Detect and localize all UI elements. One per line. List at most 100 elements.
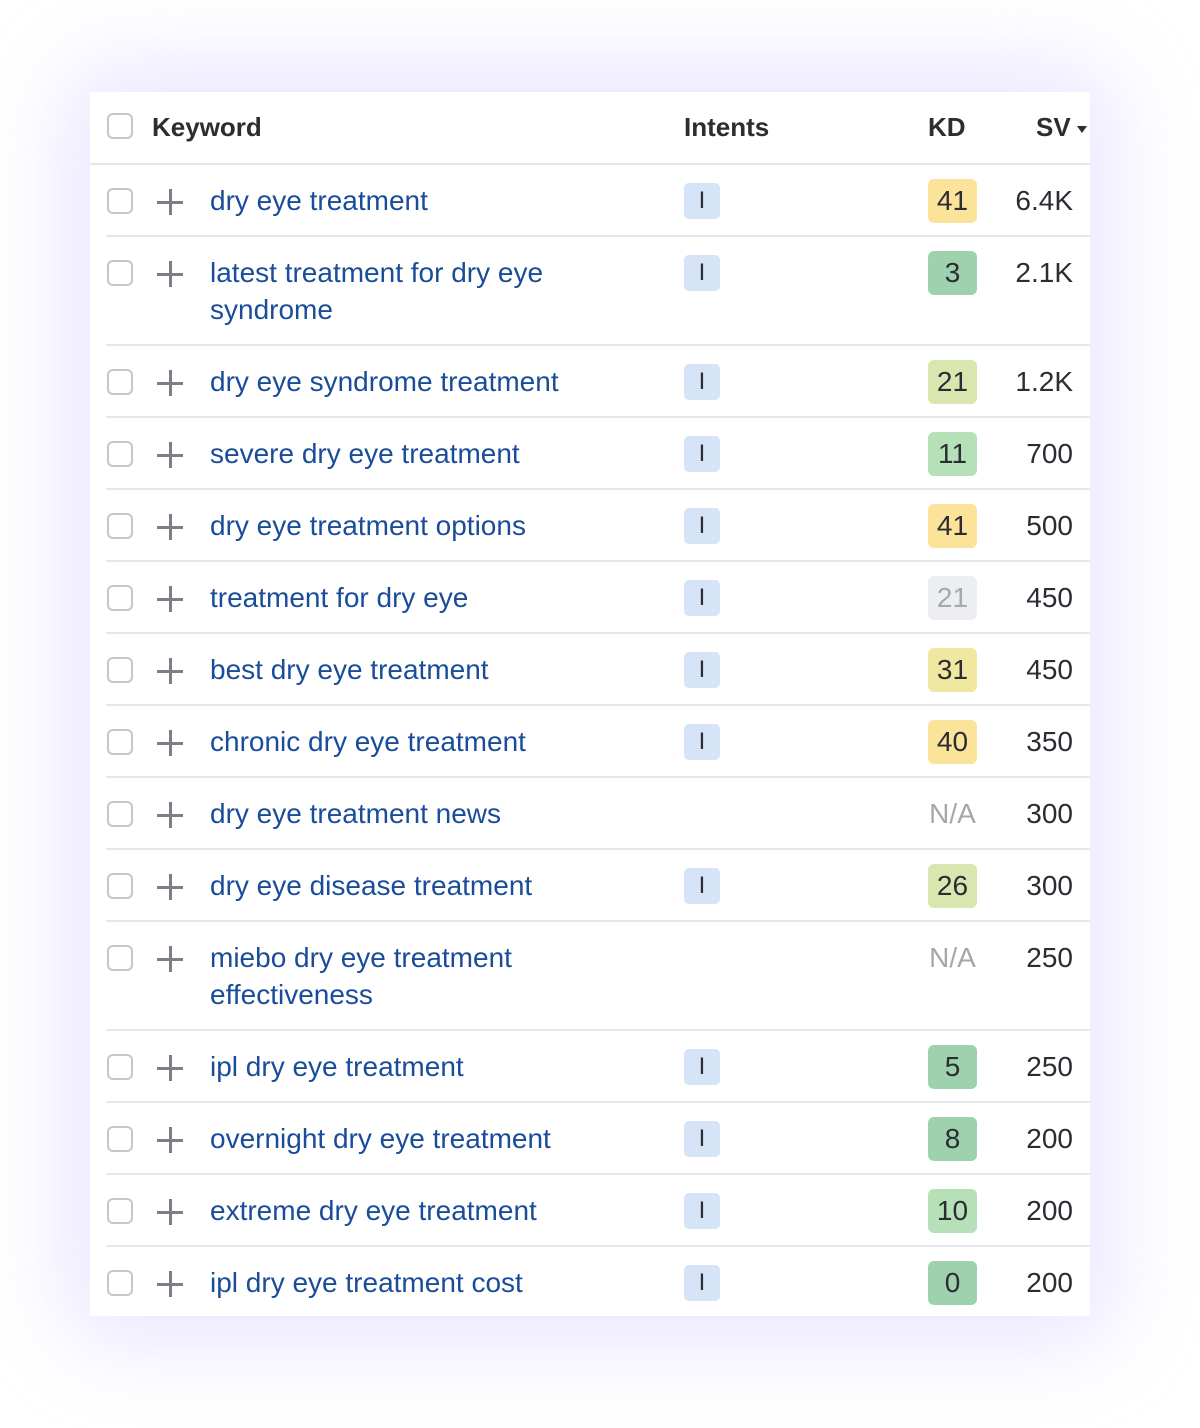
intent-badge: I [684,436,720,472]
row-checkbox[interactable] [107,729,133,755]
row-checkbox[interactable] [107,801,133,827]
keyword-column-header[interactable]: Keyword [152,112,262,142]
table-body: dry eye treatment I 41 6.4K latest treatment… [90,165,1090,1316]
intent-badge: I [684,1121,720,1157]
keyword-link[interactable]: dry eye treatment options [210,510,526,541]
row-checkbox[interactable] [107,1126,133,1152]
table-row: dry eye disease treatment I 26 300 [106,850,1090,922]
row-checkbox[interactable] [107,513,133,539]
intent-badge: I [684,580,720,616]
intent-badge: I [684,724,720,760]
keyword-link[interactable]: best dry eye treatment [210,654,489,685]
intent-badge: I [684,1265,720,1301]
kd-badge: 5 [928,1045,977,1089]
intent-badge: I [684,255,720,291]
search-volume: 250 [1026,942,1073,973]
row-checkbox[interactable] [107,873,133,899]
table-row: miebo dry eye treatment effectiveness N/A… [106,922,1090,1031]
table-row: latest treatment for dry eye syndrome I 3 2… [106,237,1090,346]
keyword-link[interactable]: dry eye disease treatment [210,870,533,901]
keyword-link[interactable]: dry eye syndrome treatment [210,366,559,397]
kd-badge: 11 [928,432,977,476]
keyword-link[interactable]: severe dry eye treatment [210,438,520,469]
row-checkbox[interactable] [107,441,133,467]
row-checkbox[interactable] [107,585,133,611]
keyword-table: Keyword Intents KD SV dry eye treatment I… [90,92,1090,1316]
plus-icon[interactable] [157,189,183,215]
select-all-checkbox[interactable] [107,113,133,139]
intents-column-header[interactable]: Intents [684,112,770,142]
intent-badge: I [684,1049,720,1085]
plus-icon[interactable] [157,1199,183,1225]
kd-badge: 31 [928,648,977,692]
plus-icon[interactable] [157,586,183,612]
table-row: dry eye treatment news N/A 300 [106,778,1090,850]
kd-badge: 21 [928,360,977,404]
row-checkbox[interactable] [107,1198,133,1224]
sort-descending-icon[interactable] [1076,125,1087,133]
kd-badge: 41 [928,504,977,548]
table-row: extreme dry eye treatment I 10 200 [106,1175,1090,1247]
table-row: treatment for dry eye I 21 450 [106,562,1090,634]
search-volume: 6.4K [1015,185,1073,216]
row-checkbox[interactable] [107,657,133,683]
search-volume: 700 [1026,438,1073,469]
table-row: severe dry eye treatment I 11 700 [106,418,1090,490]
intent-badge: I [684,652,720,688]
row-checkbox[interactable] [107,1270,133,1296]
keyword-link[interactable]: dry eye treatment [210,185,428,216]
plus-icon[interactable] [157,261,183,287]
plus-icon[interactable] [157,730,183,756]
keyword-link[interactable]: chronic dry eye treatment [210,726,526,757]
row-checkbox[interactable] [107,188,133,214]
keyword-link[interactable]: extreme dry eye treatment [210,1195,537,1226]
plus-icon[interactable] [157,514,183,540]
table-header: Keyword Intents KD SV [90,92,1090,165]
search-volume: 250 [1026,1051,1073,1082]
search-volume: 350 [1026,726,1073,757]
kd-badge: 10 [928,1189,977,1233]
intent-badge: I [684,183,720,219]
row-checkbox[interactable] [107,1054,133,1080]
table-row: dry eye treatment I 41 6.4K [106,165,1090,237]
keyword-link[interactable]: ipl dry eye treatment [210,1051,464,1082]
search-volume: 450 [1026,654,1073,685]
intent-badge: I [684,508,720,544]
keyword-link[interactable]: ipl dry eye treatment cost [210,1267,523,1298]
search-volume: 200 [1026,1123,1073,1154]
plus-icon[interactable] [157,370,183,396]
table-row: overnight dry eye treatment I 8 200 [106,1103,1090,1175]
kd-badge: 0 [928,1261,977,1305]
search-volume: 200 [1026,1267,1073,1298]
kd-badge: 40 [928,720,977,764]
keyword-link[interactable]: miebo dry eye treatment effectiveness [210,942,512,1010]
table-row: best dry eye treatment I 31 450 [106,634,1090,706]
row-checkbox[interactable] [107,945,133,971]
plus-icon[interactable] [157,1127,183,1153]
plus-icon[interactable] [157,658,183,684]
plus-icon[interactable] [157,1055,183,1081]
kd-badge: N/A [929,798,976,829]
plus-icon[interactable] [157,442,183,468]
sv-column-header[interactable]: SV [1036,110,1087,144]
keyword-link[interactable]: overnight dry eye treatment [210,1123,551,1154]
keyword-link[interactable]: latest treatment for dry eye syndrome [210,257,544,325]
kd-badge: 41 [928,179,977,223]
keyword-link[interactable]: treatment for dry eye [210,582,469,613]
sv-column-label: SV [1036,112,1071,142]
search-volume: 300 [1026,870,1073,901]
table-row: ipl dry eye treatment cost I 0 200 [106,1247,1090,1316]
kd-column-header[interactable]: KD [928,112,966,142]
intent-badge: I [684,868,720,904]
search-volume: 200 [1026,1195,1073,1226]
plus-icon[interactable] [157,946,183,972]
row-checkbox[interactable] [107,260,133,286]
row-checkbox[interactable] [107,369,133,395]
keyword-link[interactable]: dry eye treatment news [210,798,502,829]
plus-icon[interactable] [157,1271,183,1297]
table-row: dry eye treatment options I 41 500 [106,490,1090,562]
search-volume: 1.2K [1015,366,1073,397]
plus-icon[interactable] [157,874,183,900]
table-row: ipl dry eye treatment I 5 250 [106,1031,1090,1103]
plus-icon[interactable] [157,802,183,828]
